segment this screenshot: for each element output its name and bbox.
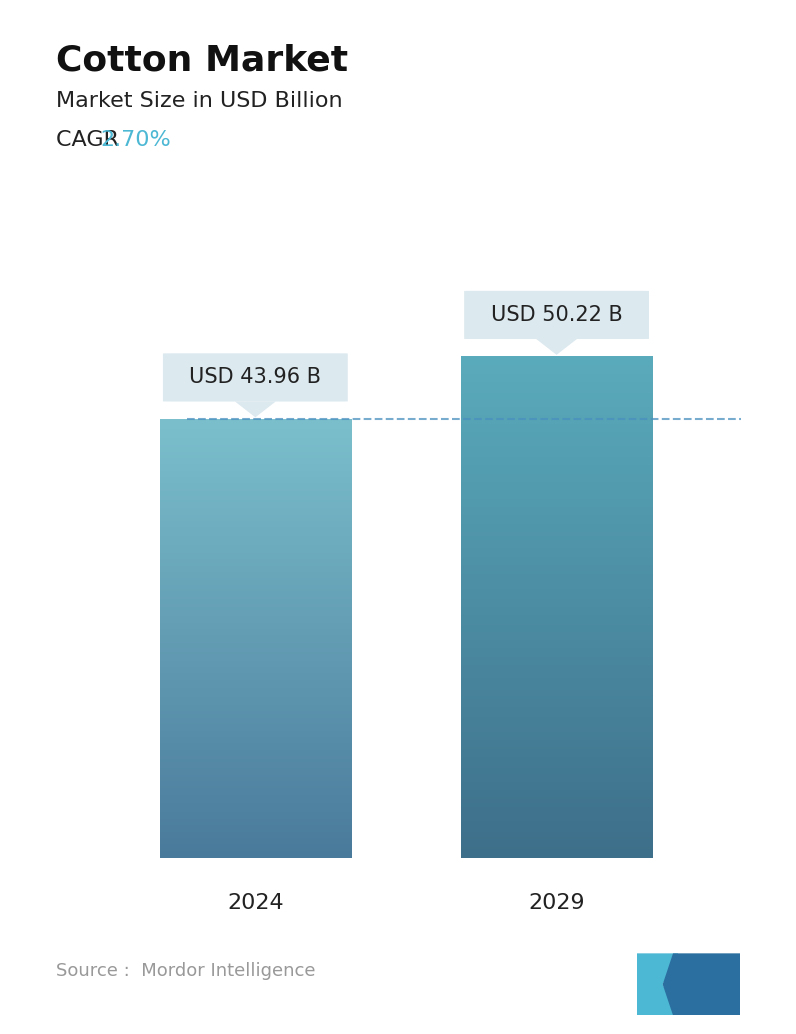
- Text: Cotton Market: Cotton Market: [56, 43, 348, 78]
- Text: CAGR: CAGR: [56, 130, 126, 150]
- Text: Source :  Mordor Intelligence: Source : Mordor Intelligence: [56, 963, 315, 980]
- Polygon shape: [235, 401, 276, 418]
- Polygon shape: [637, 953, 678, 1015]
- Text: USD 50.22 B: USD 50.22 B: [490, 305, 622, 325]
- Text: USD 43.96 B: USD 43.96 B: [189, 367, 322, 388]
- Polygon shape: [536, 339, 577, 355]
- Text: 2029: 2029: [529, 893, 585, 913]
- FancyBboxPatch shape: [163, 354, 348, 401]
- FancyBboxPatch shape: [464, 291, 649, 339]
- Text: 2.70%: 2.70%: [100, 130, 171, 150]
- Text: 2024: 2024: [227, 893, 283, 913]
- Polygon shape: [663, 953, 740, 1015]
- Text: Market Size in USD Billion: Market Size in USD Billion: [56, 91, 342, 111]
